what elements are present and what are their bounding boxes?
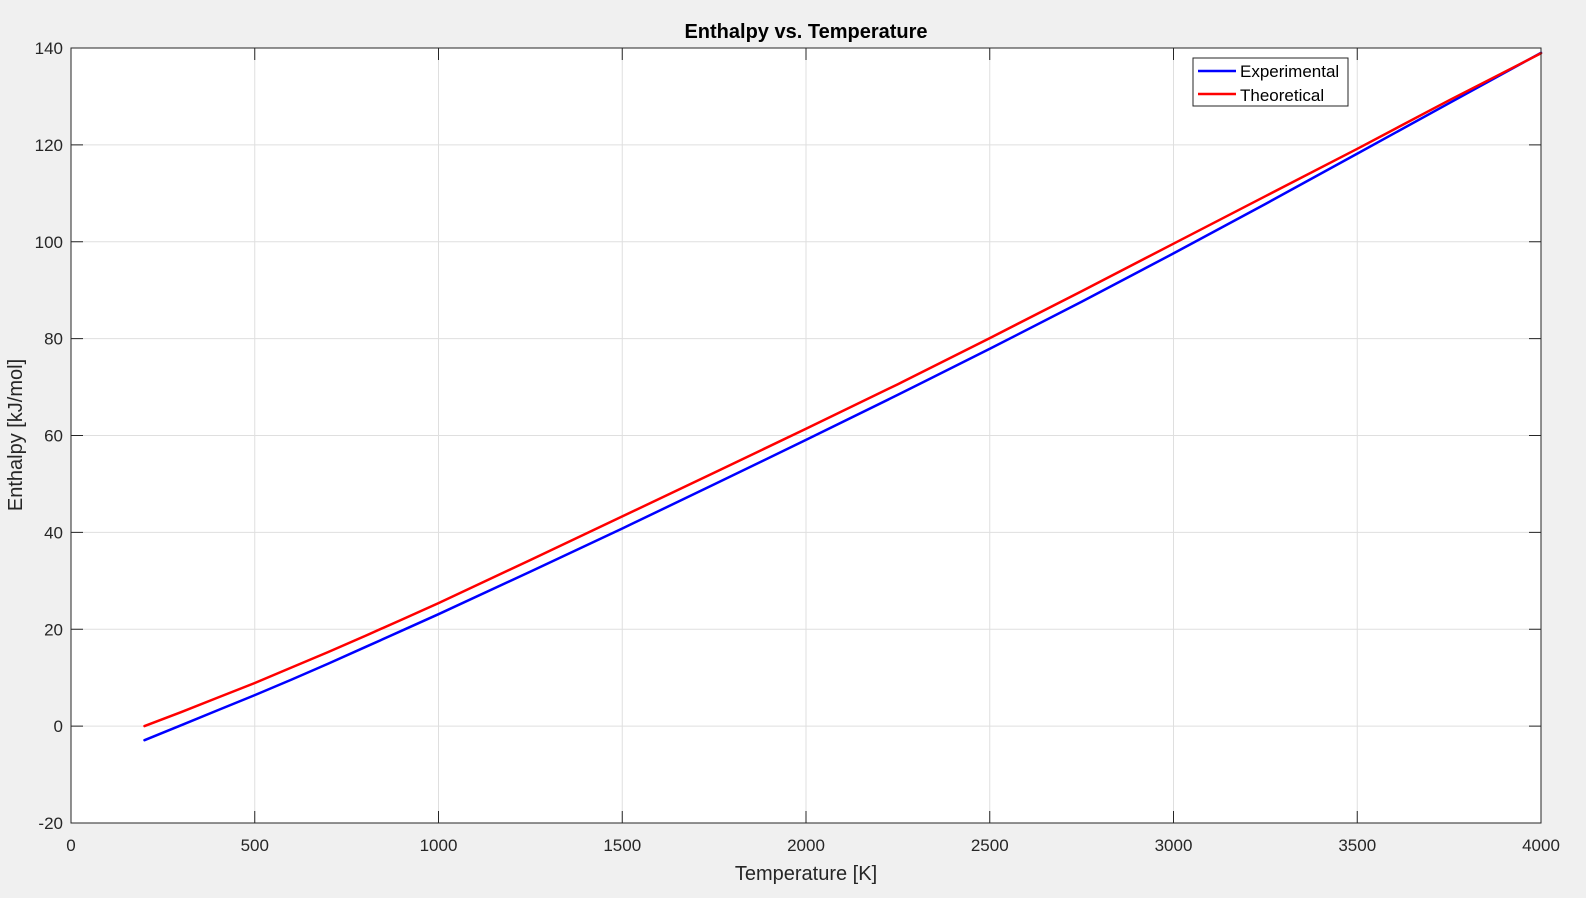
legend-box [1192, 57, 1349, 107]
series-line-experimental [143, 51, 1543, 742]
x-tick-label: 0 [66, 836, 75, 855]
y-tick-label: 20 [44, 620, 63, 639]
legend[interactable]: Experimental Theoretical [1192, 57, 1349, 107]
series-layer [143, 51, 1543, 742]
x-tick-label: 1500 [603, 836, 641, 855]
x-tick-label: 2500 [971, 836, 1009, 855]
series-line-theoretical [143, 52, 1543, 728]
x-tick-label: 3500 [1338, 836, 1376, 855]
legend-label-experimental: Experimental [1240, 62, 1339, 81]
x-tick-label: 2000 [787, 836, 825, 855]
ticks: 0 500 1000 1500 2000 2500 3000 3500 4000-2002040… [35, 39, 1560, 855]
x-tick-label: 500 [241, 836, 269, 855]
legend-label-theoretical: Theoretical [1240, 86, 1324, 105]
x-tick-label: 1000 [420, 836, 458, 855]
y-tick-label: 40 [44, 523, 63, 542]
x-tick-label: 4000 [1522, 836, 1560, 855]
y-tick-label: -20 [38, 814, 63, 833]
y-tick-label: 120 [35, 136, 63, 155]
x-axis-label: Temperature [K] [735, 863, 877, 885]
y-tick-label: 80 [44, 330, 63, 349]
chart-title: Enthalpy vs. Temperature [684, 21, 927, 43]
y-tick-label: 60 [44, 427, 63, 446]
y-tick-label: 140 [35, 39, 63, 58]
y-tick-label: 100 [35, 233, 63, 252]
x-tick-label: 3000 [1155, 836, 1193, 855]
y-axis-label: Enthalpy [kJ/mol] [5, 359, 27, 511]
y-tick-label: 0 [54, 717, 63, 736]
